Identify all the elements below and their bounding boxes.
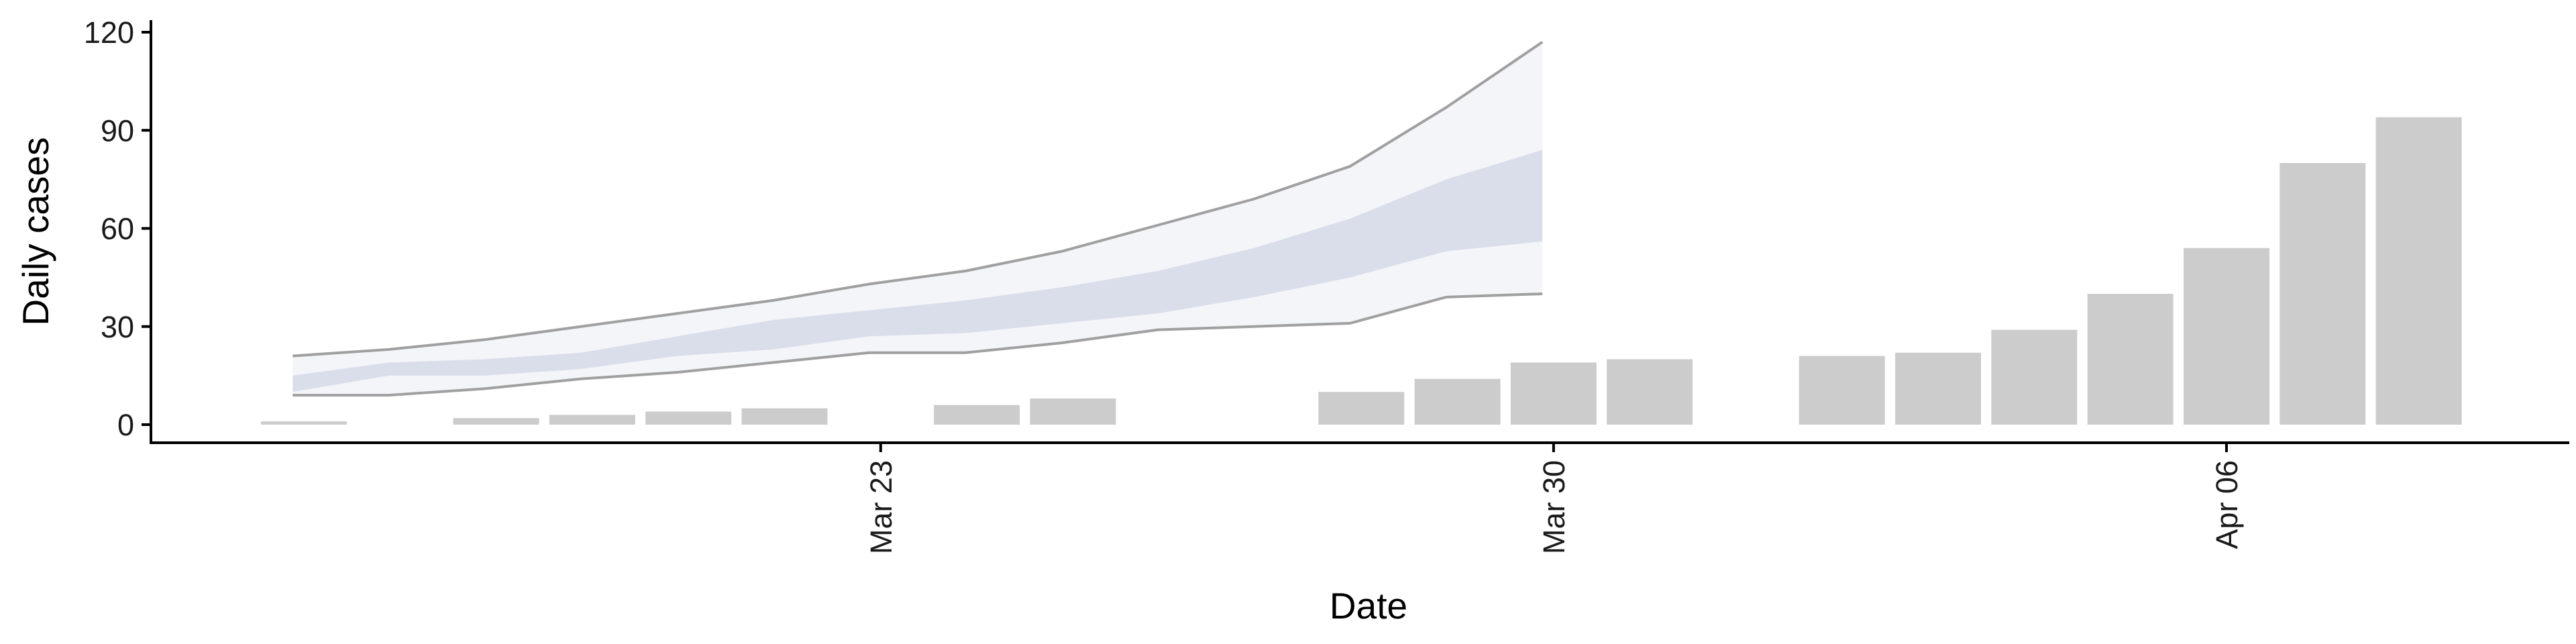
y-tick-label: 90: [101, 113, 134, 148]
bar: [1895, 352, 1982, 425]
forecast-lower-line: [292, 292, 1543, 397]
y-axis-title: Daily cases: [15, 137, 56, 325]
forecast-upper-line: [292, 40, 1544, 358]
forecast-band-outer: [292, 42, 1543, 396]
bar: [934, 405, 1020, 425]
bar: [1318, 392, 1405, 425]
bar: [2375, 117, 2462, 425]
axes: 0 30 60 90 120 Mar 23 Mar 30 Apr 06: [84, 15, 2569, 554]
bar: [645, 411, 732, 425]
bar: [741, 408, 828, 425]
bar: [1799, 356, 1885, 425]
y-tick-label: 60: [101, 212, 134, 246]
y-tick-label: 120: [84, 15, 134, 50]
x-axis-title: Date: [1330, 585, 1407, 627]
bar: [1414, 378, 1501, 425]
bar: [453, 418, 539, 425]
bar: [549, 415, 635, 425]
y-tick-label: 30: [101, 310, 134, 344]
bar: [1510, 362, 1597, 425]
bar: [1991, 329, 2078, 425]
x-tick-label: Apr 06: [2210, 460, 2244, 549]
bar: [1030, 398, 1116, 425]
bar: [1607, 359, 1693, 425]
forecast-band-inner: [292, 150, 1543, 392]
x-tick-label: Mar 30: [1537, 460, 1571, 554]
x-tick-label: Mar 23: [864, 460, 898, 554]
bar-series: [261, 117, 2462, 425]
bar: [2279, 163, 2366, 425]
y-tick-label: 0: [117, 408, 134, 442]
bar: [261, 421, 347, 425]
bar: [2087, 294, 2174, 425]
bar: [2184, 248, 2269, 425]
forecast-band: [292, 40, 1544, 397]
